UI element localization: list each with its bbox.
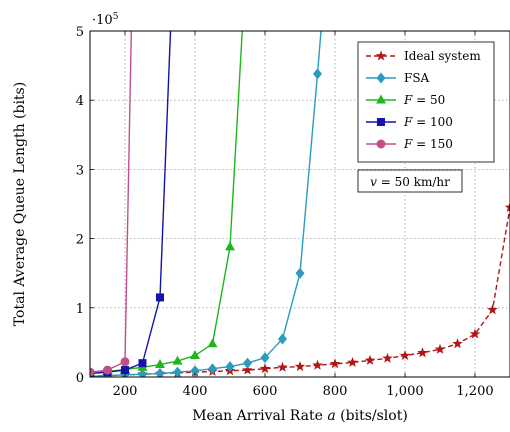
speed-annotation: v = 50 km/hr: [357, 169, 463, 193]
x-tick-label: 800: [323, 384, 348, 399]
y-tick-label: 2: [76, 233, 84, 248]
data-point: [243, 357, 252, 369]
data-point: [156, 293, 164, 302]
y-tick-label: 4: [76, 94, 84, 109]
legend-entry-f-50: F = 50: [366, 93, 445, 107]
x-axis-title-prefix: Mean Arrival Rate: [192, 408, 327, 424]
y-multiplier-exponent: 5: [113, 12, 119, 22]
legend-label: Ideal system: [404, 49, 481, 63]
x-tick-label: 1,200: [456, 384, 493, 399]
data-point: [207, 338, 218, 348]
data-point: [504, 201, 510, 212]
data-point: [364, 354, 376, 365]
data-point: [90, 367, 95, 377]
x-tick-label: 200: [113, 384, 138, 399]
series-group: [90, 31, 510, 377]
data-point: [260, 352, 270, 364]
data-point: [399, 350, 411, 360]
y-multiplier-base: ·10: [92, 13, 113, 28]
y-axis-title: Total Average Queue Length (bits): [12, 82, 28, 326]
legend-marker: [377, 118, 385, 126]
plot-frame: [89, 30, 510, 378]
x-tick-label: 1,000: [386, 384, 423, 399]
legend-label-text: Ideal system: [404, 49, 481, 63]
data-point: [434, 343, 446, 354]
legend-label: F = 100: [403, 115, 453, 129]
legend-label-variable: F: [403, 93, 413, 107]
grid: [90, 30, 510, 378]
data-point: [138, 368, 147, 377]
legend-label-text: = 50: [412, 93, 445, 107]
legend-entry-ideal-system: Ideal system: [366, 49, 481, 63]
data-point: [382, 352, 393, 363]
data-point: [121, 366, 129, 375]
data-point: [487, 304, 498, 315]
legend-marker: [375, 50, 387, 61]
data-point: [190, 365, 200, 377]
data-point: [208, 363, 217, 375]
legend-label-text: FSA: [404, 71, 430, 85]
data-point: [295, 267, 305, 279]
data-point: [259, 363, 271, 374]
legend-label-text: = 100: [412, 115, 453, 129]
speed-annotation-box: [357, 169, 463, 193]
legend-label-text: = 150: [412, 137, 453, 151]
series-fsa: [90, 31, 322, 377]
data-point: [120, 357, 130, 367]
legend-label: F = 50: [403, 93, 445, 107]
data-point: [278, 333, 287, 345]
speed-annotation-value: = 50 km/hr: [377, 175, 450, 189]
data-point: [417, 347, 428, 358]
data-point: [138, 359, 147, 368]
data-point: [172, 355, 183, 365]
legend-label-variable: F: [403, 115, 413, 129]
data-point: [190, 350, 200, 360]
series-f-150: [90, 31, 132, 377]
speed-annotation-text: v = 50 km/hr: [370, 175, 450, 189]
x-tick-label: 400: [183, 384, 208, 399]
series-ideal-system: [90, 201, 510, 377]
x-tick-label: 600: [253, 384, 278, 399]
data-point: [173, 366, 182, 377]
x-axis-title-suffix: (bits/slot): [336, 408, 408, 424]
legend-label: FSA: [404, 71, 430, 85]
legend-label-variable: F: [403, 137, 413, 151]
data-point: [469, 328, 481, 339]
speed-annotation-variable: v: [370, 175, 377, 189]
data-point: [294, 361, 306, 372]
data-point: [242, 364, 253, 375]
legend-marker: [376, 94, 386, 104]
data-point: [155, 359, 165, 369]
data-point: [312, 359, 323, 370]
x-axis-title-variable: a: [327, 408, 335, 424]
series-line-f-50: [90, 31, 243, 375]
data-point: [347, 356, 358, 367]
series-line-f-150: [90, 31, 132, 373]
data-point: [313, 68, 322, 80]
data-point: [225, 361, 235, 373]
legend-marker: [376, 72, 386, 84]
y-tick-label: 0: [76, 371, 84, 386]
axes: 200 400 600 800 1,000 1,200 0 1 2 3 4 5: [76, 25, 494, 399]
data-point: [155, 368, 165, 377]
y-multiplier: ·105: [92, 12, 119, 28]
x-axis-title: Mean Arrival Rate a (bits/slot): [192, 408, 408, 424]
data-point: [277, 361, 288, 372]
legend-marker: [376, 139, 386, 149]
series-line-ideal-system: [90, 207, 510, 377]
y-tick-label: 5: [76, 25, 84, 40]
legend-entry-f-100: F = 100: [366, 115, 453, 129]
y-tick-label: 3: [76, 163, 84, 178]
legend-label: F = 150: [403, 137, 453, 151]
data-point: [329, 358, 341, 369]
legend-entry-fsa: FSA: [366, 71, 430, 85]
data-point: [103, 365, 112, 375]
legend-entry-f-150: F = 150: [366, 137, 453, 151]
data-point: [225, 241, 235, 251]
data-point: [452, 338, 463, 349]
y-tick-label: 1: [76, 302, 84, 317]
